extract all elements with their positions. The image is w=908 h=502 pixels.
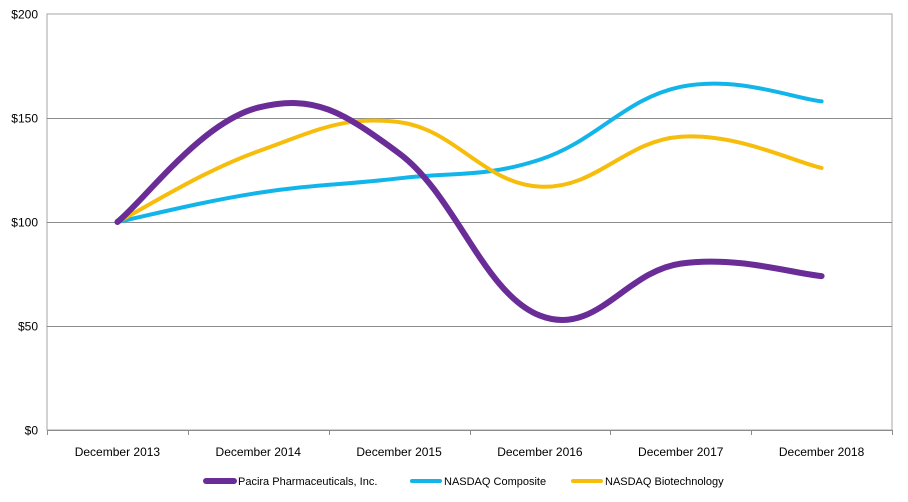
legend-label: Pacira Pharmaceuticals, Inc. (238, 476, 377, 488)
x-tick-label: December 2013 (75, 445, 161, 459)
y-tick-label: $200 (11, 8, 38, 22)
legend: Pacira Pharmaceuticals, Inc. NASDAQ Compo… (203, 476, 724, 488)
x-axis: December 2013 December 2014 December 2015 D… (47, 430, 893, 459)
series-lines (114, 81, 825, 324)
y-tick-label: $100 (11, 216, 38, 230)
x-tick-label: December 2018 (779, 445, 865, 459)
y-tick-label: $0 (25, 424, 39, 438)
x-tick-label: December 2016 (497, 445, 583, 459)
series-line-nasdaq-composite (115, 81, 824, 224)
legend-label: NASDAQ Biotechnology (605, 476, 724, 488)
y-tick-label: $150 (11, 112, 38, 126)
x-tick-label: December 2015 (356, 445, 442, 459)
series-line-pacira-pharmaceuticals-inc (114, 100, 825, 324)
series-line-nasdaq-biotechnology (115, 118, 824, 224)
legend-label: NASDAQ Composite (444, 476, 546, 488)
y-tick-label: $50 (18, 320, 38, 334)
y-axis: $0 $50 $100 $150 $200 (11, 8, 38, 438)
x-tick-label: December 2017 (638, 445, 724, 459)
x-tick-label: December 2014 (216, 445, 302, 459)
